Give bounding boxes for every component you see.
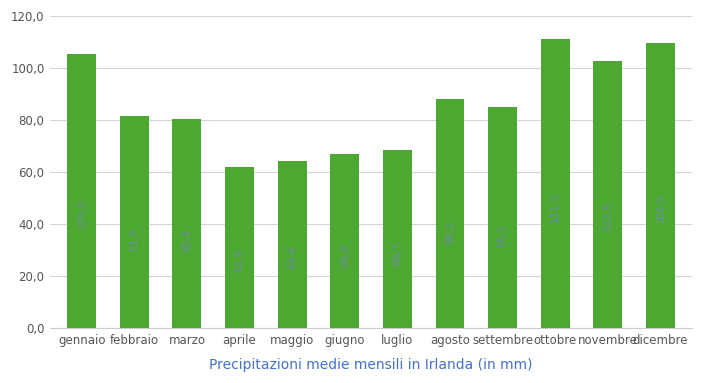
Bar <box>488 107 517 328</box>
Bar <box>436 99 465 328</box>
Text: 64,4: 64,4 <box>287 246 297 270</box>
Text: 66,8: 66,8 <box>340 244 350 267</box>
Bar <box>68 54 96 328</box>
Text: 81,5: 81,5 <box>130 228 139 251</box>
Text: 88,1: 88,1 <box>445 220 455 244</box>
Text: 80,4: 80,4 <box>182 229 192 252</box>
Text: 68,7: 68,7 <box>392 242 403 265</box>
Text: 102,9: 102,9 <box>603 201 612 231</box>
Bar <box>120 116 149 328</box>
Bar <box>541 39 570 328</box>
Text: 61,9: 61,9 <box>234 249 244 272</box>
Text: 105,5: 105,5 <box>77 198 87 228</box>
Text: 111,3: 111,3 <box>551 192 560 222</box>
X-axis label: Precipitazioni medie mensili in Irlanda (in mm): Precipitazioni medie mensili in Irlanda … <box>209 358 533 372</box>
Bar <box>646 43 675 328</box>
Bar <box>593 61 622 328</box>
Bar <box>383 149 412 328</box>
Bar <box>225 167 254 328</box>
Bar <box>277 161 307 328</box>
Text: 85,1: 85,1 <box>498 224 508 247</box>
Bar <box>330 154 359 328</box>
Bar <box>172 119 201 328</box>
Text: 109,5: 109,5 <box>655 194 665 224</box>
